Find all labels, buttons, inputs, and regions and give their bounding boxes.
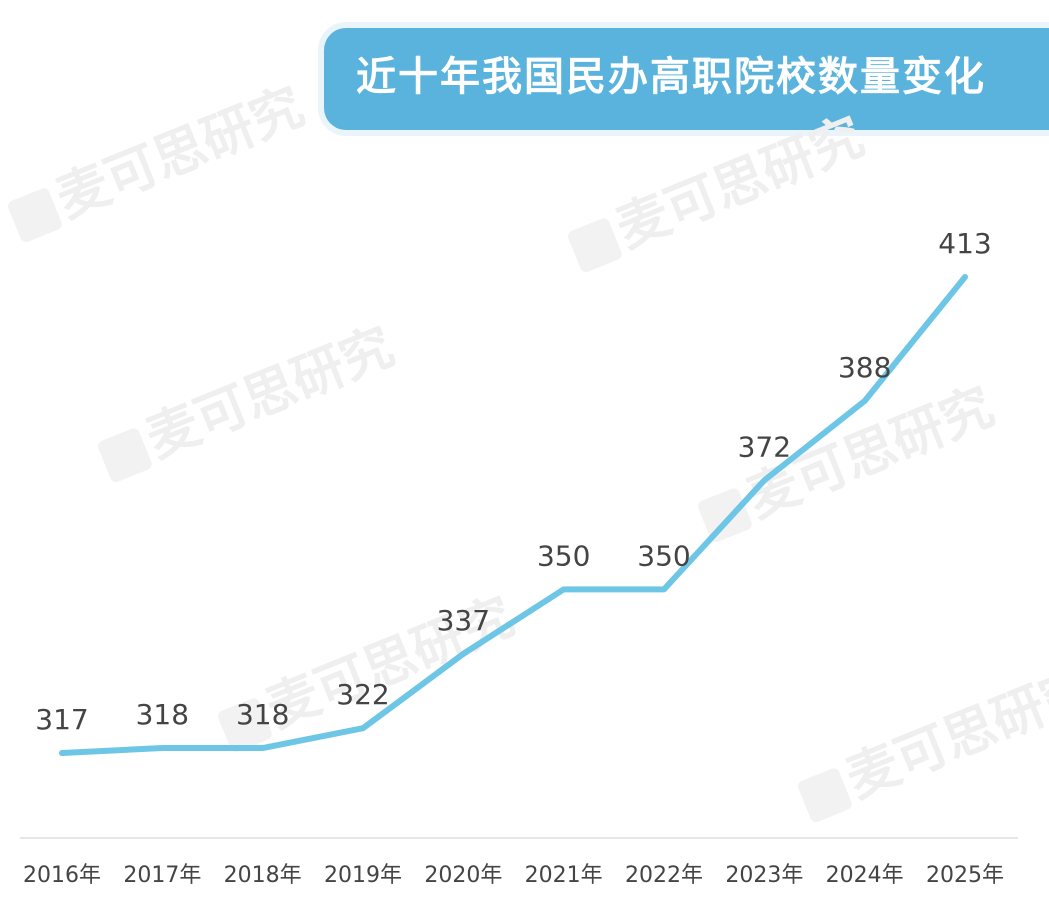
x-tick-label: 2016年 xyxy=(23,863,101,888)
x-tick-label: 2023年 xyxy=(725,863,803,888)
x-tick-label: 2018年 xyxy=(224,863,302,888)
data-label: 318 xyxy=(136,698,189,731)
title-banner xyxy=(324,28,1049,130)
x-tick-label: 2022年 xyxy=(625,863,703,888)
x-tick-label: 2025年 xyxy=(926,863,1004,888)
x-tick-label: 2019年 xyxy=(324,863,402,888)
x-tick-label: 2021年 xyxy=(525,863,603,888)
data-label: 413 xyxy=(938,227,991,260)
data-label: 322 xyxy=(336,678,389,711)
data-label: 372 xyxy=(738,430,791,463)
x-tick-label: 2020年 xyxy=(424,863,502,888)
data-label: 350 xyxy=(537,539,590,572)
x-tick-label: 2017年 xyxy=(123,863,201,888)
data-label: 388 xyxy=(838,351,891,384)
chart-title: 近十年我国民办高职院校数量变化 xyxy=(356,54,986,100)
data-label: 318 xyxy=(236,698,289,731)
data-label: 317 xyxy=(35,703,88,736)
data-label: 337 xyxy=(437,604,490,637)
data-label: 350 xyxy=(637,539,690,572)
x-tick-label: 2024年 xyxy=(826,863,904,888)
series-line xyxy=(59,274,968,756)
